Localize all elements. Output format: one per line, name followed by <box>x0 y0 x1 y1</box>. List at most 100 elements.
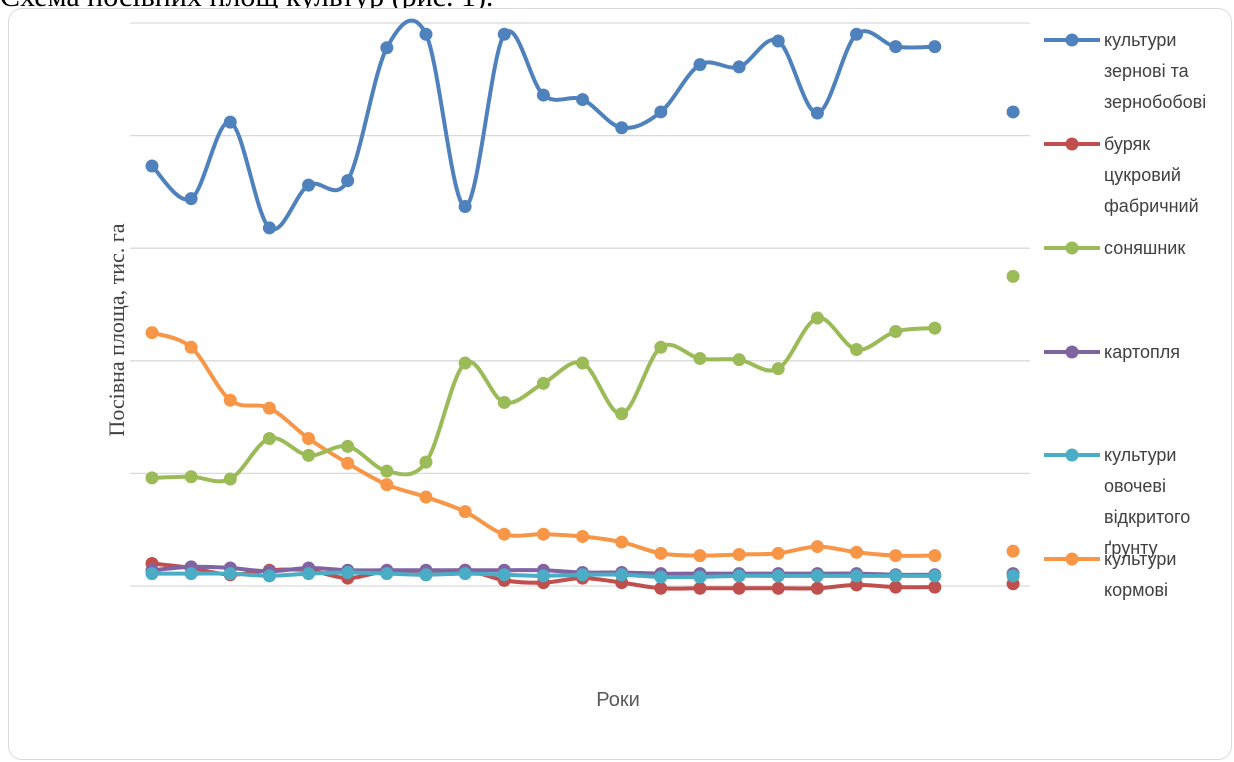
data-point <box>576 529 590 543</box>
data-point <box>576 356 590 370</box>
data-point <box>458 505 472 519</box>
legend-label: культури зернові та зернобобові <box>1104 30 1206 112</box>
legend-label: картопля <box>1104 342 1180 362</box>
legend-swatch-marker <box>1065 345 1079 359</box>
legend-swatch-marker <box>1065 241 1079 255</box>
data-point <box>419 568 433 582</box>
data-point <box>615 535 629 549</box>
data-point <box>889 40 903 54</box>
data-point <box>1006 569 1020 583</box>
legend-swatch-marker <box>1065 552 1079 566</box>
data-point <box>223 472 237 486</box>
data-point <box>380 41 394 55</box>
data-point <box>889 549 903 563</box>
data-point <box>615 121 629 135</box>
data-point <box>928 569 942 583</box>
data-point <box>184 192 198 206</box>
data-point <box>262 221 276 235</box>
data-point <box>810 569 824 583</box>
data-point <box>1006 105 1020 119</box>
data-point <box>145 567 159 581</box>
data-point <box>850 343 864 357</box>
data-point <box>654 570 668 584</box>
data-point <box>693 581 707 595</box>
data-point <box>536 527 550 541</box>
legend-swatch-marker <box>1065 137 1079 151</box>
data-point <box>810 581 824 595</box>
data-point <box>1006 269 1020 283</box>
data-point <box>536 88 550 102</box>
data-point <box>576 93 590 107</box>
data-point <box>850 569 864 583</box>
data-point <box>810 311 824 325</box>
data-point <box>497 27 511 41</box>
series-lines <box>150 18 935 591</box>
data-point <box>302 448 316 462</box>
data-point <box>223 393 237 407</box>
data-point <box>771 581 785 595</box>
x-axis-label: Роки <box>596 689 640 711</box>
data-point <box>458 567 472 581</box>
data-point <box>771 569 785 583</box>
data-point <box>262 431 276 445</box>
data-point <box>380 478 394 492</box>
data-point <box>341 456 355 470</box>
data-point <box>145 471 159 485</box>
data-point <box>615 407 629 421</box>
data-point <box>497 527 511 541</box>
legend-label: культури кормові <box>1104 549 1176 600</box>
chart-frame <box>8 8 1232 760</box>
data-point <box>771 546 785 560</box>
data-point <box>693 58 707 72</box>
data-point <box>1006 544 1020 558</box>
data-point <box>184 340 198 354</box>
data-point <box>262 401 276 415</box>
data-point <box>693 570 707 584</box>
data-point <box>889 580 903 594</box>
data-point <box>889 569 903 583</box>
data-point <box>576 568 590 582</box>
data-point <box>928 580 942 594</box>
data-point <box>341 439 355 453</box>
data-point <box>497 395 511 409</box>
data-point <box>419 455 433 469</box>
legend-entry: буряк цукровий фабричний <box>1044 134 1199 216</box>
legend-entry: культури овочеві відкритого ґрунту <box>1044 445 1190 558</box>
legend-label: соняшник <box>1104 238 1185 258</box>
legend-swatch-marker <box>1065 33 1079 47</box>
data-point <box>615 568 629 582</box>
data-point <box>302 178 316 192</box>
data-point <box>771 362 785 376</box>
data-point <box>654 546 668 560</box>
legend-entry: культури зернові та зернобобові <box>1044 30 1206 112</box>
data-point <box>536 569 550 583</box>
legend-entry: культури кормові <box>1044 549 1176 600</box>
data-point <box>850 27 864 41</box>
data-point <box>184 567 198 581</box>
data-point <box>732 569 746 583</box>
data-point <box>380 567 394 581</box>
grid-lines <box>130 22 1030 587</box>
data-point <box>928 321 942 335</box>
data-point <box>184 470 198 484</box>
legend-label: буряк цукровий фабричний <box>1104 134 1199 216</box>
data-point <box>693 549 707 563</box>
data-point <box>458 356 472 370</box>
data-point <box>262 569 276 583</box>
data-point <box>732 353 746 367</box>
data-point <box>341 565 355 579</box>
legend-swatch-marker <box>1065 448 1079 462</box>
data-point <box>732 60 746 74</box>
data-point <box>419 490 433 504</box>
data-point <box>458 200 472 214</box>
y-axis-label: Посівна площа, тис. га <box>104 223 129 436</box>
data-point <box>810 540 824 554</box>
series-line <box>151 316 935 484</box>
data-point <box>536 376 550 390</box>
data-point <box>654 581 668 595</box>
legend-entry: картопля <box>1044 342 1180 362</box>
data-point <box>497 568 511 582</box>
data-point <box>145 326 159 340</box>
data-point <box>850 545 864 559</box>
